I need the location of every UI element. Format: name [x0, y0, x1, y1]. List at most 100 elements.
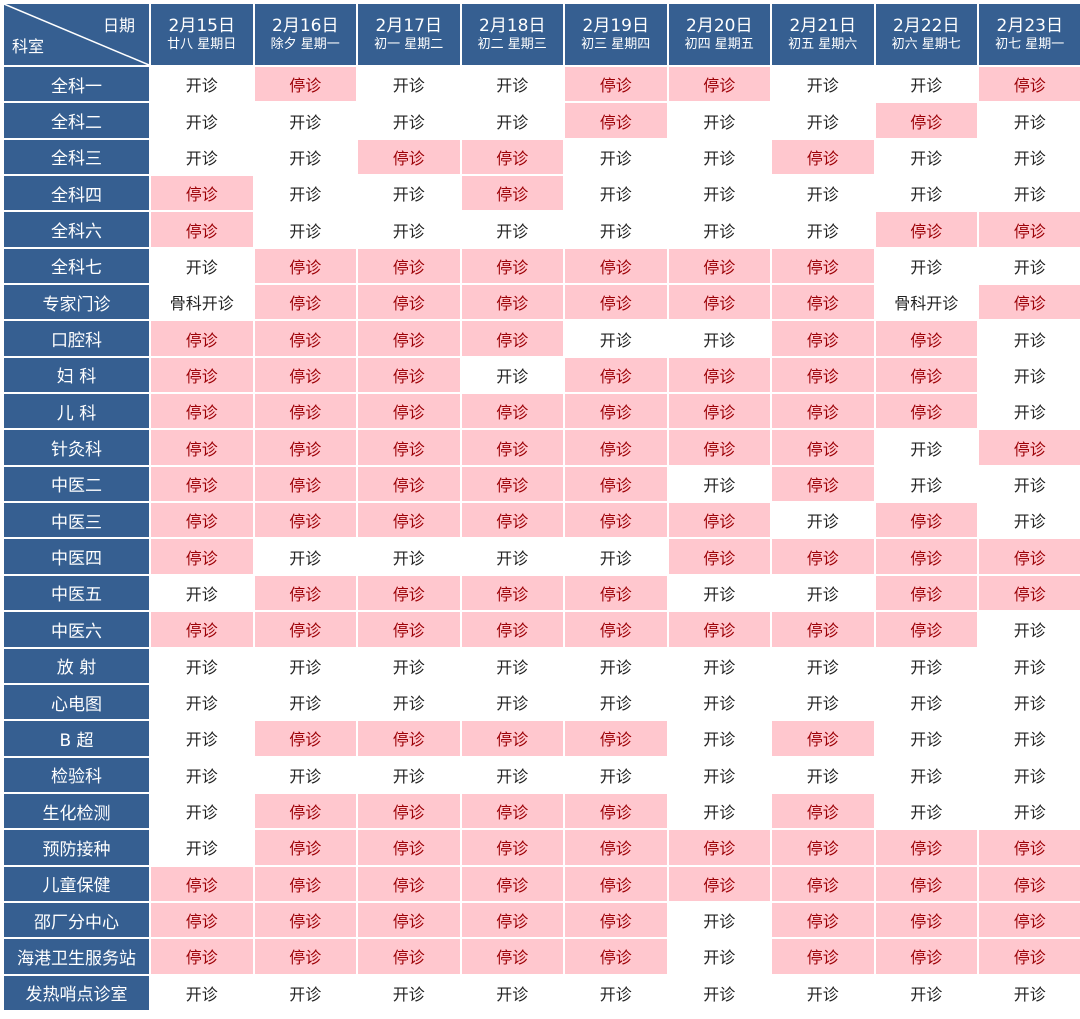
- status-cell-closed: 停诊: [875, 539, 977, 574]
- corner-header: 日期 科室: [4, 4, 149, 65]
- status-cell-closed: 停诊: [151, 430, 253, 465]
- status-cell-closed: 停诊: [358, 430, 460, 465]
- status-cell-open: 开诊: [875, 684, 977, 720]
- dept-name: 中医三: [4, 503, 149, 538]
- dept-name: 全科七: [4, 248, 149, 284]
- status-cell-closed: 停诊: [461, 503, 563, 538]
- weekday-label: 廿八 星期日: [167, 36, 237, 52]
- dept-name: 儿童保健: [4, 866, 149, 901]
- status-cell-closed: 停诊: [358, 902, 460, 938]
- status-cell-open: 开诊: [358, 67, 460, 102]
- date-label: 2月20日: [686, 15, 753, 36]
- dept-name: 全科四: [4, 176, 149, 211]
- status-cell-open: 开诊: [979, 394, 1080, 429]
- status-cell-open: 开诊: [772, 975, 874, 1010]
- status-cell-closed: 停诊: [565, 575, 667, 611]
- status-cell-open: 开诊: [979, 648, 1080, 683]
- dept-name: 专家门诊: [4, 285, 149, 320]
- date-label: 2月17日: [375, 15, 442, 36]
- weekday-label: 初七 星期一: [995, 36, 1065, 52]
- status-cell-closed: 停诊: [358, 830, 460, 865]
- date-header: 2月16日 除夕 星期一: [254, 4, 356, 65]
- dept-name: 放 射: [4, 648, 149, 683]
- status-cell-closed: 停诊: [668, 539, 770, 574]
- status-cell-open: 开诊: [254, 757, 356, 792]
- status-cell-open: 开诊: [151, 67, 253, 102]
- status-cell-closed: 停诊: [668, 866, 770, 901]
- status-cell-open: 开诊: [254, 684, 356, 720]
- status-cell-closed: 停诊: [772, 139, 874, 175]
- status-cell-open: 开诊: [979, 321, 1080, 356]
- status-cell-open: 开诊: [979, 721, 1080, 756]
- status-cell-open: 开诊: [979, 103, 1080, 138]
- status-cell-closed: 停诊: [461, 176, 563, 211]
- status-cell-closed: 停诊: [461, 430, 563, 465]
- status-cell-open: 开诊: [979, 793, 1080, 829]
- status-cell-open: 开诊: [875, 975, 977, 1010]
- status-cell-closed: 停诊: [254, 357, 356, 393]
- status-cell-open: 开诊: [979, 139, 1080, 175]
- date-header: 2月15日 廿八 星期日: [151, 4, 253, 65]
- status-cell-open: 开诊: [151, 684, 253, 720]
- status-cell-open: 开诊: [772, 103, 874, 138]
- status-cell-open: 开诊: [979, 975, 1080, 1010]
- status-cell-closed: 停诊: [875, 503, 977, 538]
- status-cell-closed: 停诊: [875, 575, 977, 611]
- status-cell-closed: 停诊: [254, 939, 356, 974]
- status-cell-closed: 停诊: [875, 212, 977, 247]
- status-cell-closed: 停诊: [151, 212, 253, 247]
- date-header: 2月20日 初四 星期五: [668, 4, 770, 65]
- status-cell-closed: 停诊: [151, 357, 253, 393]
- date-header: 2月19日 初三 星期四: [565, 4, 667, 65]
- status-cell-closed: 停诊: [461, 830, 563, 865]
- status-cell-closed: 停诊: [875, 321, 977, 356]
- dept-name: 邵厂分中心: [4, 902, 149, 938]
- status-cell-open: 开诊: [668, 902, 770, 938]
- status-cell-open: 开诊: [668, 176, 770, 211]
- status-cell-closed: 停诊: [565, 830, 667, 865]
- status-cell-closed: 停诊: [151, 503, 253, 538]
- dept-axis-label: 科室: [12, 37, 45, 56]
- status-cell-closed: 停诊: [461, 321, 563, 356]
- status-cell-closed: 停诊: [772, 793, 874, 829]
- status-cell-open: 开诊: [151, 103, 253, 138]
- status-cell-open: 开诊: [358, 975, 460, 1010]
- status-cell-closed: 停诊: [772, 939, 874, 974]
- weekday-label: 初三 星期四: [581, 36, 651, 52]
- status-cell-closed: 停诊: [358, 357, 460, 393]
- status-cell-open: 开诊: [565, 212, 667, 247]
- status-cell-closed: 停诊: [565, 466, 667, 502]
- status-cell-open: 开诊: [668, 212, 770, 247]
- dept-name: 发热哨点诊室: [4, 975, 149, 1010]
- status-cell-closed: 停诊: [565, 430, 667, 465]
- status-cell-open: 开诊: [772, 684, 874, 720]
- status-cell-open: 开诊: [565, 321, 667, 356]
- status-cell-closed: 停诊: [358, 139, 460, 175]
- status-cell-closed: 停诊: [358, 575, 460, 611]
- status-cell-open: 开诊: [151, 139, 253, 175]
- status-cell-closed: 停诊: [565, 939, 667, 974]
- status-cell-open: 开诊: [668, 793, 770, 829]
- status-cell-open: 开诊: [668, 575, 770, 611]
- status-cell-open: 开诊: [461, 757, 563, 792]
- status-cell-closed: 停诊: [461, 466, 563, 502]
- status-cell-closed: 停诊: [979, 575, 1080, 611]
- status-cell-open: 开诊: [875, 757, 977, 792]
- status-cell-open: 开诊: [254, 103, 356, 138]
- status-cell-closed: 停诊: [668, 830, 770, 865]
- status-cell-open: 开诊: [254, 539, 356, 574]
- status-cell-open: 开诊: [979, 757, 1080, 792]
- status-cell-open: 开诊: [254, 648, 356, 683]
- status-cell-open: 开诊: [668, 321, 770, 356]
- status-cell-open: 开诊: [151, 830, 253, 865]
- status-cell-closed: 停诊: [358, 939, 460, 974]
- status-cell-closed: 停诊: [565, 103, 667, 138]
- status-cell-open: 开诊: [979, 176, 1080, 211]
- status-cell-open: 开诊: [358, 539, 460, 574]
- date-header: 2月22日 初六 星期七: [875, 4, 977, 65]
- status-cell-closed: 停诊: [461, 394, 563, 429]
- status-cell-closed: 停诊: [979, 212, 1080, 247]
- status-cell-open: 开诊: [979, 684, 1080, 720]
- status-cell-closed: 停诊: [358, 285, 460, 320]
- status-cell-open: 开诊: [668, 648, 770, 683]
